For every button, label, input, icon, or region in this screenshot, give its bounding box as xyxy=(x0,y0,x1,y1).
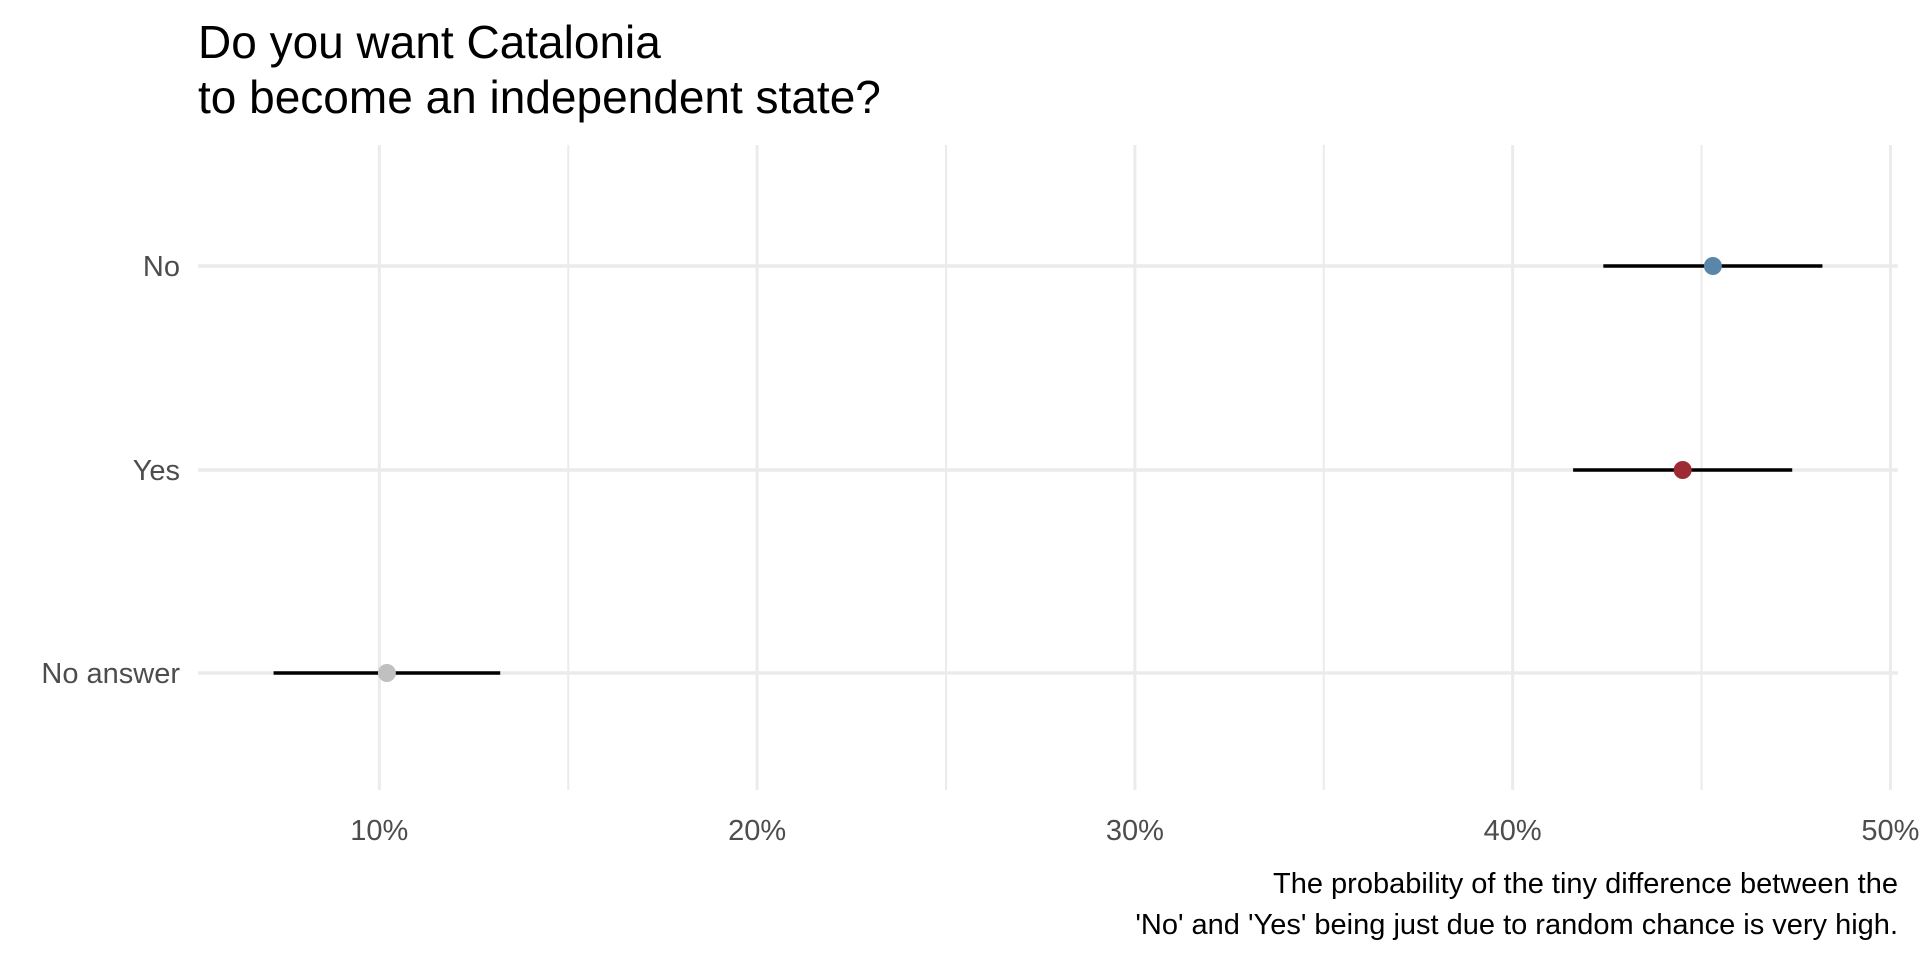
y-tick-label: No xyxy=(143,251,180,283)
x-tick-label: 30% xyxy=(1106,815,1164,847)
caption-line-1: The probability of the tiny difference b… xyxy=(1273,868,1898,900)
estimate-point xyxy=(1673,461,1692,479)
y-tick-label: No answer xyxy=(41,658,180,690)
chart-title-line-1: Do you want Catalonia xyxy=(198,16,661,68)
estimate-point xyxy=(377,664,396,682)
chart-caption: The probability of the tiny difference b… xyxy=(1135,868,1898,941)
grid xyxy=(198,145,1898,790)
x-tick-label: 40% xyxy=(1484,815,1542,847)
plot-marks xyxy=(273,257,1823,682)
chart-title: Do you want Catalonia to become an indep… xyxy=(198,16,881,123)
caption-line-2: 'No' and 'Yes' being just due to random … xyxy=(1135,909,1898,941)
x-tick-label: 50% xyxy=(1861,815,1919,847)
y-tick-label: Yes xyxy=(133,455,180,487)
chart-title-line-2: to become an independent state? xyxy=(198,71,881,123)
x-tick-label: 20% xyxy=(728,815,786,847)
x-tick-label: 10% xyxy=(350,815,408,847)
x-axis: 10% 20% 30% 40% 50% xyxy=(350,815,1919,847)
y-axis: No Yes No answer xyxy=(41,251,180,690)
estimate-point xyxy=(1703,257,1722,275)
